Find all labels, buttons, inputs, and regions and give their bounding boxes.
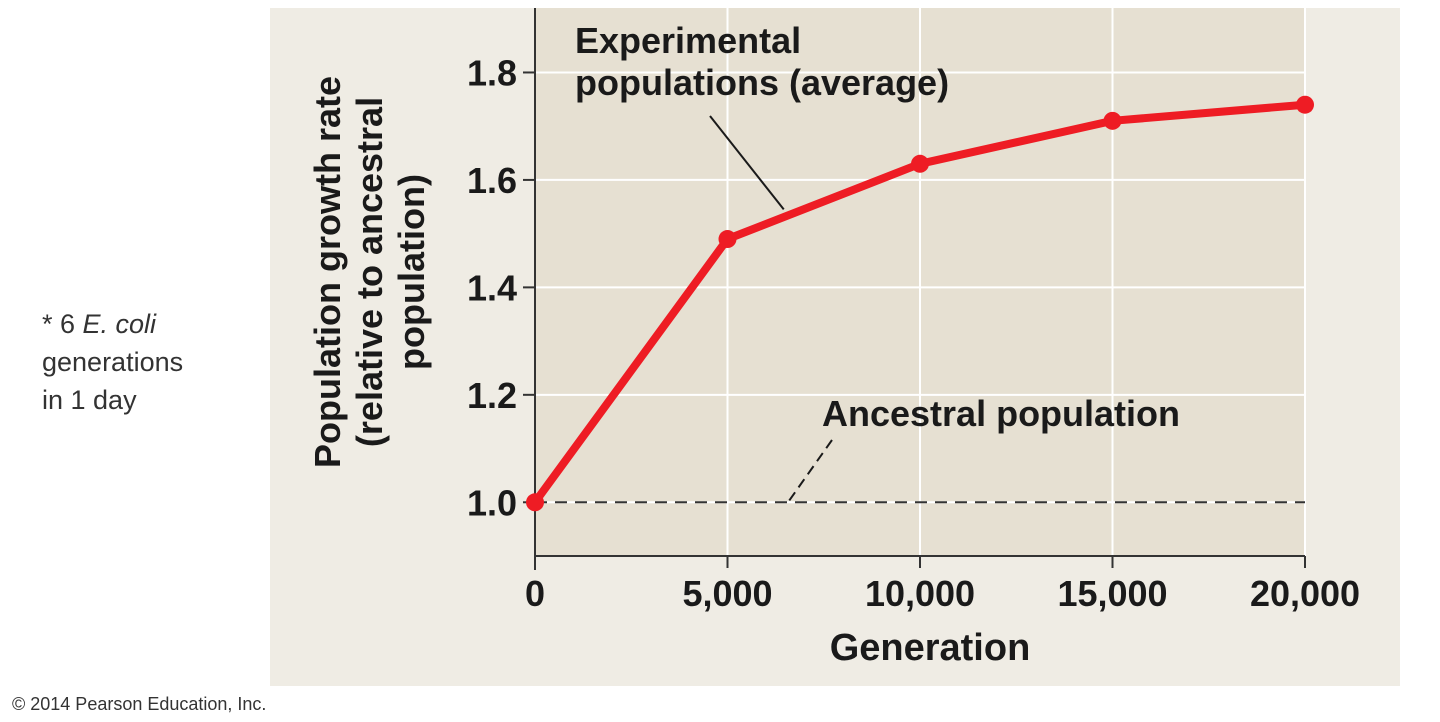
y-tick-label: 1.2 bbox=[467, 375, 517, 416]
experimental-data-point bbox=[1296, 95, 1314, 114]
x-tick-label: 0 bbox=[525, 573, 545, 614]
growth-rate-chart: 1.0 1.2 1.4 1.6 1.8 0 5,000 10,000 15,000 20,000 G… bbox=[307, 8, 1360, 669]
y-axis-title-line: population) bbox=[391, 174, 432, 370]
x-tick-label: 10,000 bbox=[865, 573, 975, 614]
experimental-annotation-line: Experimental bbox=[575, 20, 801, 61]
side-note-line2: generations bbox=[42, 347, 184, 377]
experimental-data-point bbox=[911, 154, 929, 173]
x-tick-label: 5,000 bbox=[682, 573, 772, 614]
y-axis-title-line: Population growth rate bbox=[307, 76, 348, 468]
y-tick-label: 1.8 bbox=[467, 52, 517, 93]
y-axis-title-line: (relative to ancestral bbox=[349, 97, 390, 447]
x-tick-label: 15,000 bbox=[1057, 573, 1167, 614]
experimental-annotation-line: populations (average) bbox=[575, 62, 949, 103]
y-tick-label: 1.0 bbox=[467, 482, 517, 523]
x-tick-label: 20,000 bbox=[1250, 573, 1360, 614]
ancestral-annotation: Ancestral population bbox=[822, 393, 1180, 434]
figure-panel: 1.0 1.2 1.4 1.6 1.8 0 5,000 10,000 15,000 20,000 G… bbox=[270, 8, 1400, 686]
experimental-data-point bbox=[1103, 111, 1122, 130]
x-axis-title: Generation bbox=[830, 627, 1031, 669]
side-note: * 6 E. coli generations in 1 day bbox=[42, 305, 183, 419]
y-tick-label: 1.4 bbox=[467, 267, 517, 308]
y-axis-title: Population growth rate (relative to ances… bbox=[307, 76, 432, 468]
experimental-data-point bbox=[526, 493, 544, 512]
ancestral-annotation-line: Ancestral population bbox=[822, 393, 1180, 434]
ancestral-leader-line bbox=[787, 439, 833, 503]
side-note-line1: * 6 E. coli bbox=[42, 309, 157, 339]
y-tick-label: 1.6 bbox=[467, 160, 517, 201]
side-note-line3: in 1 day bbox=[42, 385, 137, 415]
copyright-text: © 2014 Pearson Education, Inc. bbox=[12, 694, 267, 714]
experimental-data-point bbox=[718, 230, 737, 249]
experimental-leader-line bbox=[709, 115, 785, 211]
